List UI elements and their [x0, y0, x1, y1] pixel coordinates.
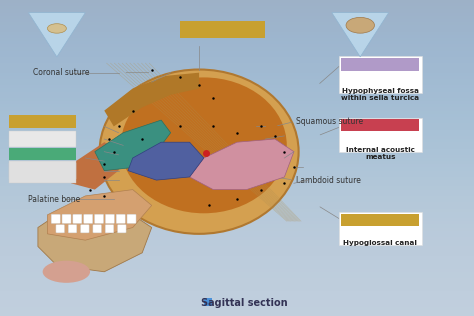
FancyBboxPatch shape	[127, 214, 136, 223]
Text: Internal acoustic
meatus: Internal acoustic meatus	[346, 147, 415, 160]
Ellipse shape	[47, 24, 66, 33]
Polygon shape	[190, 139, 294, 190]
Text: Coronal suture: Coronal suture	[33, 68, 90, 77]
Polygon shape	[95, 120, 171, 171]
FancyBboxPatch shape	[84, 214, 93, 223]
FancyBboxPatch shape	[93, 225, 101, 233]
Text: Palatine bone: Palatine bone	[28, 195, 81, 204]
Text: Lambdoid suture: Lambdoid suture	[296, 176, 361, 185]
Polygon shape	[128, 142, 204, 180]
FancyBboxPatch shape	[68, 225, 77, 233]
FancyBboxPatch shape	[180, 21, 265, 38]
Ellipse shape	[121, 77, 287, 213]
FancyBboxPatch shape	[9, 131, 76, 147]
Polygon shape	[71, 142, 123, 190]
FancyBboxPatch shape	[81, 225, 89, 233]
FancyBboxPatch shape	[56, 225, 64, 233]
Text: Sagittal section: Sagittal section	[201, 298, 287, 308]
Text: Squamous suture: Squamous suture	[296, 117, 364, 126]
FancyBboxPatch shape	[105, 214, 114, 223]
FancyBboxPatch shape	[341, 214, 419, 226]
FancyBboxPatch shape	[9, 115, 76, 128]
FancyBboxPatch shape	[341, 58, 419, 71]
FancyBboxPatch shape	[9, 148, 76, 160]
FancyBboxPatch shape	[339, 212, 422, 245]
FancyBboxPatch shape	[204, 298, 212, 306]
FancyBboxPatch shape	[339, 56, 422, 93]
Polygon shape	[104, 73, 199, 126]
Text: Hypoglossal canal: Hypoglossal canal	[344, 240, 417, 246]
FancyBboxPatch shape	[94, 214, 103, 223]
FancyBboxPatch shape	[341, 119, 419, 131]
Polygon shape	[38, 215, 152, 272]
FancyBboxPatch shape	[62, 214, 71, 223]
FancyBboxPatch shape	[105, 225, 114, 233]
FancyBboxPatch shape	[9, 163, 76, 179]
Polygon shape	[332, 13, 389, 57]
Polygon shape	[28, 13, 85, 57]
Ellipse shape	[100, 70, 299, 234]
FancyBboxPatch shape	[339, 118, 422, 152]
FancyBboxPatch shape	[51, 214, 60, 223]
Text: Hypophyseal fossa
within sella turcica: Hypophyseal fossa within sella turcica	[341, 88, 419, 101]
FancyBboxPatch shape	[118, 225, 126, 233]
Ellipse shape	[43, 261, 90, 283]
FancyBboxPatch shape	[116, 214, 125, 223]
Polygon shape	[47, 190, 152, 240]
FancyBboxPatch shape	[9, 161, 76, 183]
FancyBboxPatch shape	[73, 214, 82, 223]
Ellipse shape	[346, 17, 374, 33]
